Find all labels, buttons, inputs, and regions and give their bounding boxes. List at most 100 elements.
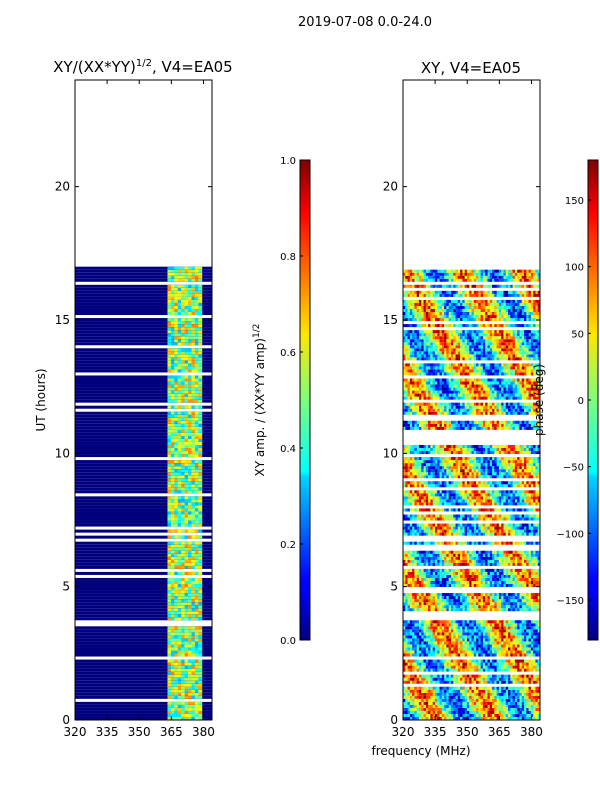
heatmap-cell — [167, 547, 172, 551]
heatmap-cell — [432, 659, 436, 663]
heatmap-cell — [512, 502, 516, 506]
heatmap-cell — [482, 689, 486, 693]
heatmap-cell — [198, 487, 203, 491]
heatmap-cell — [421, 556, 425, 560]
heatmap-cell — [471, 674, 475, 678]
heatmap-cell — [535, 580, 539, 584]
heatmap-cell — [485, 568, 488, 572]
heatmap-cell — [407, 580, 411, 584]
heatmap-cell — [191, 710, 196, 714]
heatmap-cell — [478, 499, 482, 503]
heatmap-cell — [194, 324, 199, 328]
heatmap-cell — [464, 496, 468, 500]
heatmap-cell — [170, 293, 175, 297]
heatmap-cell — [473, 680, 477, 684]
heatmap-cell — [167, 378, 172, 382]
heatmap-cell — [508, 662, 511, 666]
heatmap-cell — [170, 590, 175, 594]
heatmap-cell — [485, 659, 488, 663]
heatmap-cell — [181, 266, 186, 270]
heatmap-cell — [448, 514, 452, 518]
heatmap-cell — [174, 590, 179, 594]
heatmap-cell — [501, 550, 504, 554]
heatmap-cell — [418, 553, 422, 557]
heatmap-cell — [170, 290, 175, 294]
heatmap-cell — [188, 562, 192, 566]
heatmap-cell — [446, 638, 450, 642]
heatmap-cell — [428, 698, 431, 702]
heatmap-cell — [177, 381, 182, 385]
heatmap-cell — [498, 608, 502, 612]
heatmap-cell — [537, 584, 540, 588]
heatmap-cell — [448, 710, 452, 714]
heatmap-cell — [528, 701, 532, 705]
heatmap-cell — [184, 668, 189, 672]
heatmap-cell — [526, 641, 530, 645]
heatmap-cell — [517, 701, 520, 705]
heatmap-cell — [170, 599, 175, 603]
heatmap-cell — [471, 496, 475, 500]
heatmap-cell — [412, 605, 415, 609]
heatmap-cell — [425, 574, 429, 578]
heatmap-cell — [177, 611, 182, 615]
heatmap-cell — [528, 704, 532, 708]
heatmap-cell — [503, 641, 507, 645]
heatmap-cell — [457, 568, 461, 572]
heatmap-cell — [432, 635, 436, 639]
heatmap-cell — [170, 348, 175, 352]
heatmap-cell — [167, 293, 172, 297]
heatmap-cell — [170, 469, 175, 473]
heatmap-cell — [446, 523, 450, 527]
heatmap-cell — [441, 541, 445, 545]
heatmap-cell — [414, 593, 418, 597]
heatmap-cell — [485, 523, 488, 527]
heatmap-cell — [198, 432, 203, 436]
heatmap-cell — [174, 587, 179, 591]
heatmap-cell — [184, 405, 189, 409]
heatmap-cell — [508, 710, 511, 714]
heatmap-cell — [521, 629, 525, 633]
heatmap-cell — [508, 553, 511, 557]
heatmap-cell — [476, 707, 479, 711]
heatmap-cell — [476, 674, 479, 678]
heatmap-cell — [181, 454, 186, 458]
heatmap-cell — [480, 508, 484, 512]
heatmap-cell — [416, 695, 420, 699]
heatmap-cell — [519, 662, 523, 666]
heatmap-cell — [494, 710, 498, 714]
heatmap-cell — [471, 641, 475, 645]
heatmap-cell — [450, 541, 454, 545]
heatmap-cell — [430, 496, 434, 500]
heatmap-cell — [177, 441, 182, 445]
heatmap-cell — [476, 701, 479, 705]
heatmap-cell — [439, 550, 443, 554]
heatmap-cell — [469, 689, 472, 693]
heatmap-cell — [188, 550, 192, 554]
heatmap-cell — [437, 577, 441, 581]
heatmap-cell — [188, 674, 192, 678]
heatmap-cell — [503, 698, 507, 702]
heatmap-cell — [526, 499, 530, 503]
heatmap-cell — [414, 556, 418, 560]
heatmap-cell — [194, 611, 199, 615]
heatmap-cell — [450, 550, 454, 554]
heatmap-cell — [174, 641, 179, 645]
heatmap-cell — [498, 623, 502, 627]
heatmap-cell — [441, 713, 445, 717]
heatmap-cell — [428, 605, 431, 609]
heatmap-cell — [480, 596, 484, 600]
heatmap-cell — [174, 438, 179, 442]
heatmap-cell — [194, 647, 199, 651]
heatmap-cell — [430, 695, 434, 699]
heatmap-cell — [167, 423, 172, 427]
heatmap-cell — [418, 665, 422, 669]
heatmap-cell — [494, 562, 498, 566]
heatmap-cell — [428, 559, 431, 563]
heatmap-cell — [492, 650, 495, 654]
heatmap-cell — [181, 587, 186, 591]
heatmap-cell — [476, 562, 479, 566]
heatmap-cell — [476, 653, 479, 657]
heatmap-cell — [480, 692, 484, 696]
heatmap-cell — [441, 623, 445, 627]
